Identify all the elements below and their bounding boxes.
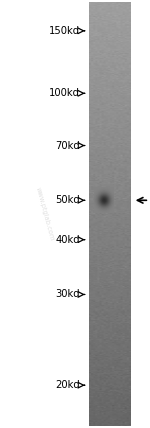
Text: 50kd: 50kd xyxy=(56,195,80,205)
Text: 100kd: 100kd xyxy=(49,88,80,98)
Text: 150kd: 150kd xyxy=(49,26,80,36)
Text: 40kd: 40kd xyxy=(56,235,80,245)
Text: 30kd: 30kd xyxy=(56,289,80,300)
Text: 20kd: 20kd xyxy=(56,380,80,390)
Text: www.ptglab.com: www.ptglab.com xyxy=(35,187,55,241)
Text: 70kd: 70kd xyxy=(56,140,80,151)
